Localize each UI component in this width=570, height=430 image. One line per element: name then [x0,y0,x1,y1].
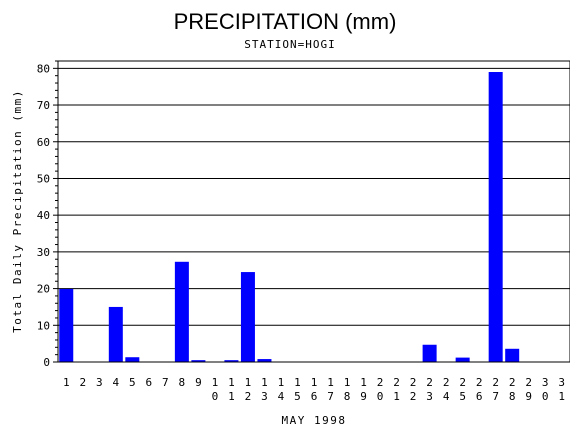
bars-group [59,72,520,362]
x-tick-label: 6 [146,376,153,389]
bar-day-28 [505,348,520,362]
y-axis: 0 10 20 30 40 50 60 70 80 [37,60,58,369]
y-tick-label: 0 [43,356,50,369]
bar-day-12 [240,272,255,362]
plot-frame [57,60,570,363]
x-tick-label: 4 [112,376,119,389]
chart-title: PRECIPITATION (mm) [174,9,397,34]
bar-day-4 [108,306,123,362]
x-tick-label: 3 [96,376,103,389]
y-axis-label: Total Daily Precipitation (mm) [11,89,24,333]
x-tick-label: 9 [195,376,202,389]
bar-day-9 [191,360,206,362]
bar-day-23 [422,344,437,362]
y-tick-label: 10 [37,319,50,332]
bar-day-25 [455,357,470,362]
bar-day-27 [488,72,503,362]
chart-subtitle: STATION=HOGI [244,38,335,51]
y-tick-label: 50 [37,172,50,185]
x-tick-label: 2 [79,376,86,389]
y-tick-label: 40 [37,209,50,222]
x-tick-label: 5 [129,376,136,389]
x-axis-label: MAY 1998 [282,414,347,427]
y-tick-label: 70 [37,99,50,112]
y-tick-label: 20 [37,283,50,296]
x-tick-label: 7 [162,376,169,389]
bar-day-13 [257,359,272,362]
bar-day-11 [224,360,239,362]
gridlines [58,67,570,326]
y-tick-label: 60 [37,136,50,149]
x-tick-label: 8 [179,376,186,389]
x-axis: 1 2 3 4 5 6 7 8 9 1 01 11 21 31 41 51 61 71 81 92 02 12 22 32 42… [63,376,565,403]
bar-day-1 [59,288,74,362]
y-tick-label: 30 [37,246,50,259]
x-tick-label: 1 [63,376,70,389]
bar-day-5 [125,357,140,362]
bar-day-8 [174,261,189,362]
y-tick-label: 80 [37,62,50,75]
